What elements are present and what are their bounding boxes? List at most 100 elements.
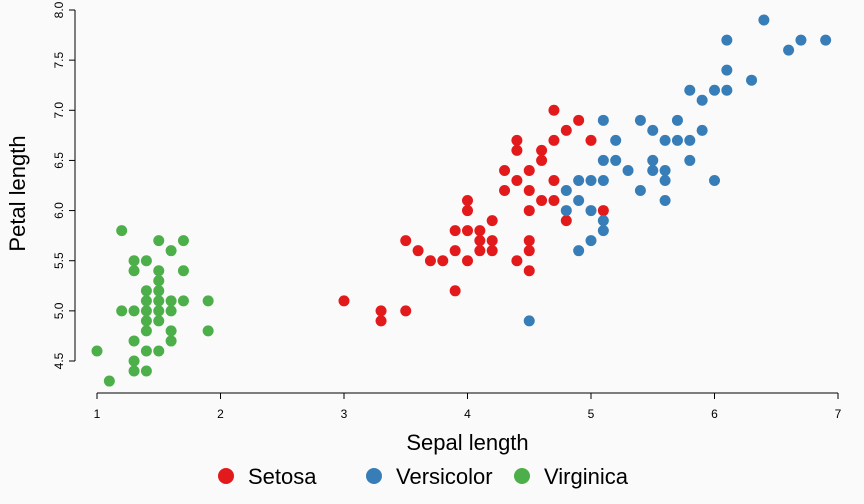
x-tick-label: 6	[711, 407, 718, 421]
data-point	[412, 245, 424, 257]
data-point	[523, 205, 535, 217]
data-point	[597, 205, 609, 217]
x-tick-label: 5	[588, 407, 595, 421]
data-point	[486, 215, 498, 227]
data-point	[536, 144, 548, 156]
y-ticks: 4.5 5.0 5.5 6.0 6.5 7.0 7.5 8.0	[52, 1, 75, 369]
data-point	[597, 154, 609, 166]
data-point	[128, 365, 140, 377]
y-tick-label: 5.5	[52, 252, 66, 269]
data-point	[153, 305, 165, 317]
data-point	[746, 74, 758, 86]
data-point	[338, 295, 350, 307]
points-layer	[91, 14, 832, 387]
data-point	[560, 205, 572, 217]
legend-label-versicolor: Versicolor	[396, 464, 493, 489]
data-point	[140, 365, 152, 377]
data-point	[696, 124, 708, 136]
data-point	[671, 114, 683, 126]
y-tick-label: 4.5	[52, 352, 66, 369]
data-point	[573, 174, 585, 186]
data-point	[536, 195, 548, 207]
data-point	[486, 235, 498, 247]
y-tick-label: 7.0	[52, 102, 66, 119]
data-point	[202, 295, 214, 307]
data-point	[140, 325, 152, 337]
data-point	[140, 255, 152, 267]
x-tick-label: 3	[341, 407, 348, 421]
data-point	[634, 185, 646, 197]
data-point	[783, 44, 795, 56]
data-point	[128, 255, 140, 267]
data-point	[523, 164, 535, 176]
x-axis-title: Sepal length	[406, 430, 528, 455]
data-point	[684, 154, 696, 166]
data-point	[128, 335, 140, 347]
data-point	[610, 154, 622, 166]
data-point	[153, 275, 165, 287]
data-point	[597, 114, 609, 126]
data-point	[560, 215, 572, 227]
data-point	[659, 195, 671, 207]
data-point	[622, 164, 634, 176]
data-point	[647, 124, 659, 136]
data-point	[91, 345, 103, 357]
data-point	[523, 245, 535, 257]
y-tick-label: 8.0	[52, 1, 66, 18]
data-point	[375, 315, 387, 327]
data-point	[659, 134, 671, 146]
data-point	[647, 154, 659, 166]
data-point	[659, 164, 671, 176]
data-point	[820, 34, 832, 46]
data-point	[116, 225, 128, 237]
data-point	[449, 245, 461, 257]
data-point	[128, 305, 140, 317]
series-virginica	[91, 225, 214, 387]
data-point	[165, 335, 177, 347]
x-tick-label: 2	[217, 407, 224, 421]
data-point	[696, 94, 708, 106]
data-point	[560, 185, 572, 197]
data-point	[116, 305, 128, 317]
x-tick-label: 4	[464, 407, 471, 421]
data-point	[474, 235, 486, 247]
y-tick-label: 6.0	[52, 202, 66, 219]
data-point	[462, 195, 473, 207]
data-point	[165, 245, 177, 257]
data-point	[400, 305, 412, 317]
data-point	[573, 195, 585, 207]
data-point	[647, 164, 659, 176]
data-point	[671, 134, 683, 146]
data-point	[128, 355, 140, 367]
data-point	[177, 235, 189, 247]
data-point	[585, 235, 597, 247]
series-setosa	[338, 104, 609, 327]
data-point	[709, 174, 720, 186]
legend-label-setosa: Setosa	[248, 464, 317, 489]
data-point	[511, 255, 523, 267]
data-point	[597, 174, 609, 186]
data-point	[400, 235, 412, 247]
data-point	[202, 325, 214, 337]
data-point	[721, 34, 733, 46]
y-tick-label: 5.0	[52, 302, 66, 319]
data-point	[462, 205, 473, 217]
data-point	[177, 295, 189, 307]
data-point	[424, 255, 436, 267]
y-axis-title: Petal length	[5, 135, 30, 251]
data-point	[128, 265, 140, 277]
data-point	[573, 114, 585, 126]
data-point	[449, 285, 461, 297]
data-point	[523, 185, 535, 197]
data-point	[140, 305, 152, 317]
data-point	[511, 134, 523, 146]
y-tick-label: 7.5	[52, 51, 66, 68]
data-point	[585, 134, 597, 146]
data-point	[165, 305, 177, 317]
data-point	[165, 325, 177, 337]
data-point	[140, 295, 152, 307]
data-point	[597, 225, 609, 237]
data-point	[511, 174, 523, 186]
data-point	[153, 315, 165, 327]
